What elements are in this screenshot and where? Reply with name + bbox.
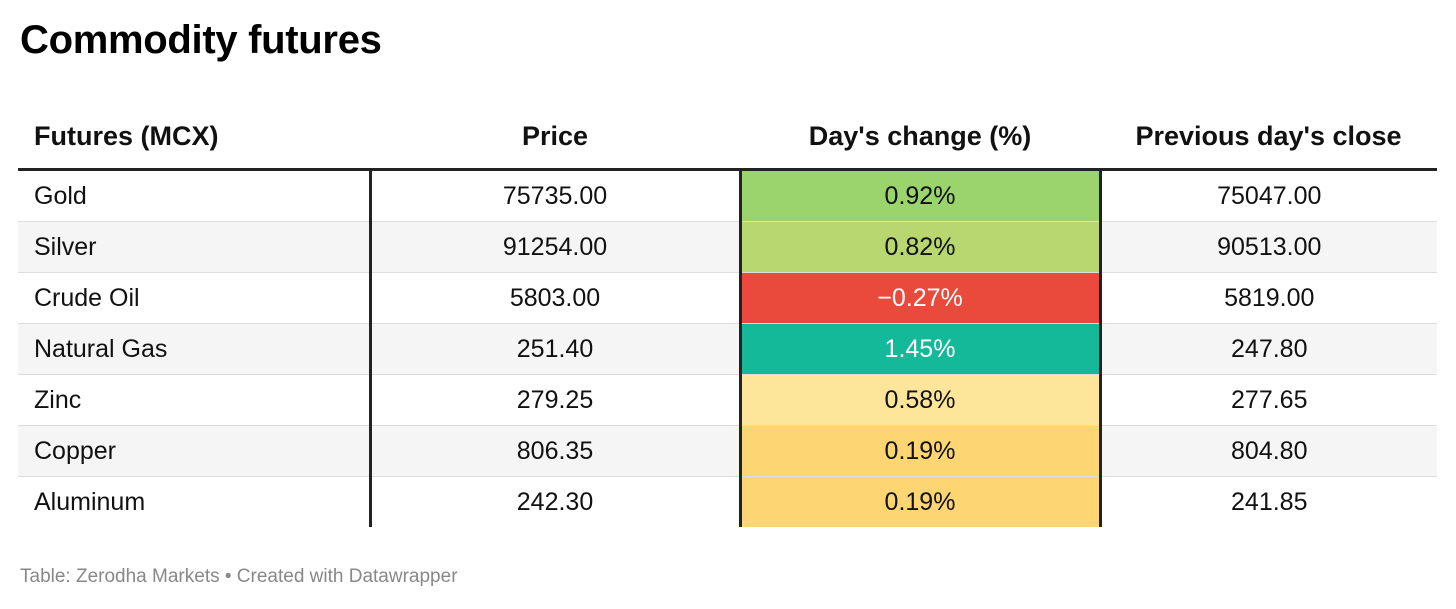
cell-previous-close: 804.80 (1098, 425, 1437, 477)
cell-previous-close: 5819.00 (1098, 272, 1437, 324)
cell-previous-close: 247.80 (1098, 323, 1437, 375)
cell-futures-name: Copper (18, 425, 370, 477)
cell-price: 75735.00 (368, 169, 740, 222)
commodity-table: Futures (MCX) Price Day's change (%) Pre… (18, 104, 1437, 527)
table-row: Gold 75735.00 0.92% 75047.00 (18, 169, 1437, 222)
cell-futures-name: Silver (18, 221, 370, 273)
table-row: Silver 91254.00 0.82% 90513.00 (18, 221, 1437, 273)
cell-price: 806.35 (368, 425, 740, 477)
cell-day-change: −0.27% (738, 272, 1100, 324)
cell-price: 251.40 (368, 323, 740, 375)
cell-previous-close: 241.85 (1098, 476, 1437, 527)
cell-price: 91254.00 (368, 221, 740, 273)
table-row: Copper 806.35 0.19% 804.80 (18, 425, 1437, 477)
cell-price: 5803.00 (368, 272, 740, 324)
table-row: Crude Oil 5803.00 −0.27% 5819.00 (18, 272, 1437, 324)
cell-previous-close: 277.65 (1098, 374, 1437, 426)
table-row: Aluminum 242.30 0.19% 241.85 (18, 476, 1437, 527)
cell-previous-close: 90513.00 (1098, 221, 1437, 273)
column-header-change[interactable]: Day's change (%) (740, 104, 1100, 171)
cell-futures-name: Gold (18, 169, 370, 222)
cell-day-change: 0.92% (738, 169, 1100, 222)
source-note: Table: Zerodha Markets • Created with Da… (20, 566, 458, 587)
cell-previous-close: 75047.00 (1098, 169, 1437, 222)
table-body: Gold 75735.00 0.92% 75047.00 Silver 91254.00 0… (18, 169, 1437, 527)
column-header-futures[interactable]: Futures (MCX) (18, 104, 370, 171)
cell-futures-name: Crude Oil (18, 272, 370, 324)
cell-futures-name: Aluminum (34, 487, 146, 516)
cell-day-change: 0.19% (738, 425, 1100, 477)
table-header-row: Futures (MCX) Price Day's change (%) Pre… (18, 104, 1437, 171)
column-header-price[interactable]: Price (370, 104, 740, 171)
cell-day-change: 0.82% (738, 221, 1100, 273)
cell-day-change: 0.58% (738, 374, 1100, 426)
table-row: Natural Gas 251.40 1.45% 247.80 (18, 323, 1437, 375)
cell-futures-name: Zinc (18, 374, 370, 426)
cell-day-change: 0.19% (738, 476, 1100, 527)
cell-price: 279.25 (368, 374, 740, 426)
page-title: Commodity futures (20, 18, 382, 62)
column-header-previous-close[interactable]: Previous day's close (1100, 104, 1437, 171)
table-row: Zinc 279.25 0.58% 277.65 (18, 374, 1437, 426)
commodity-table-container: Futures (MCX) Price Day's change (%) Pre… (18, 104, 1437, 527)
cell-day-change: 1.45% (738, 323, 1100, 375)
cell-futures-name: Natural Gas (18, 323, 370, 375)
cell-price: 242.30 (368, 476, 740, 527)
